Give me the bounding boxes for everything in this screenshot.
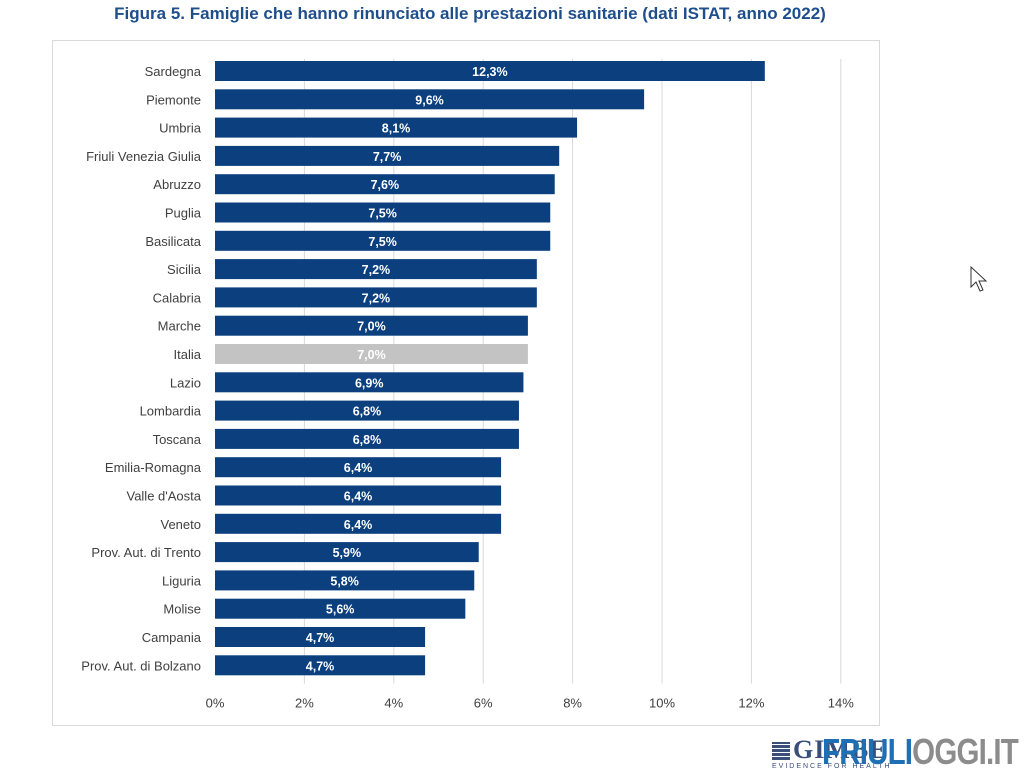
data-label: 7,6% — [371, 178, 400, 192]
data-labels: 12,3% 9,6% 8,1% 7,7% 7,6% 7,5% 7,5% 7,2% 7,2% 7,0… — [306, 65, 508, 673]
x-tick-label: 0% — [206, 696, 225, 711]
x-tick-label: 10% — [649, 696, 675, 711]
category-label: Puglia — [165, 206, 202, 221]
bar — [215, 117, 578, 138]
bar — [215, 202, 551, 223]
data-label: 7,5% — [368, 235, 397, 249]
category-label: Sardegna — [145, 64, 202, 79]
data-label: 7,7% — [373, 150, 402, 164]
category-label: Valle d'Aosta — [126, 489, 201, 504]
category-label: Basilicata — [145, 234, 201, 249]
category-label: Lombardia — [140, 404, 202, 419]
category-label: Abruzzo — [153, 177, 201, 192]
watermark-logo: GIMBE EVIDENCE FOR HEALTH FRIULIOGGI.IT — [772, 731, 1022, 773]
data-label: 8,1% — [382, 122, 411, 136]
bar — [215, 174, 555, 195]
category-label: Italia — [174, 347, 202, 362]
category-label: Molise — [163, 602, 201, 617]
chart-frame: Sardegna Piemonte Umbria Friuli Venezia Giu… — [52, 40, 880, 726]
category-label: Veneto — [161, 517, 202, 532]
bar — [215, 61, 765, 81]
data-label: 4,7% — [306, 631, 335, 645]
chart-title: Figura 5. Famiglie che hanno rinunciato … — [114, 4, 826, 23]
x-tick-label: 12% — [738, 696, 764, 711]
category-label: Emilia-Romagna — [105, 460, 202, 475]
bar — [215, 89, 645, 110]
bar — [215, 315, 528, 336]
bar — [215, 598, 466, 619]
bars — [215, 61, 765, 676]
bar — [215, 145, 560, 166]
category-label: Piemonte — [146, 92, 201, 107]
category-labels: Sardegna Piemonte Umbria Friuli Venezia Giu… — [81, 64, 201, 673]
category-label: Marche — [158, 319, 201, 334]
data-label: 9,6% — [415, 93, 444, 107]
data-label: 7,5% — [368, 207, 397, 221]
bar — [215, 485, 502, 506]
bar — [215, 542, 479, 563]
data-label: 7,0% — [357, 320, 386, 334]
gimbe-subtitle: EVIDENCE FOR HEALTH — [772, 763, 892, 770]
data-label: 6,8% — [353, 433, 382, 447]
data-label: 6,4% — [344, 461, 373, 475]
data-label: 7,0% — [357, 348, 386, 362]
bar — [215, 230, 551, 251]
x-tick-label: 14% — [828, 696, 854, 711]
bar — [215, 400, 519, 421]
category-label: Umbria — [159, 121, 202, 136]
x-axis-ticks: 0% 2% 4% 6% 8% 10% 12% 14% — [206, 696, 855, 711]
grid-logo-icon — [772, 742, 790, 760]
data-label: 12,3% — [472, 65, 507, 79]
x-tick-label: 6% — [474, 696, 493, 711]
category-label: Lazio — [170, 375, 201, 390]
bar-chart: Sardegna Piemonte Umbria Friuli Venezia Giu… — [81, 59, 855, 711]
data-label: 5,6% — [326, 603, 355, 617]
data-label: 7,2% — [362, 263, 391, 277]
data-label: 5,9% — [333, 546, 362, 560]
category-label: Toscana — [153, 432, 202, 447]
bar — [215, 570, 475, 591]
gimbe-logo: GIMBE — [772, 735, 888, 765]
data-label: 6,9% — [355, 376, 384, 390]
x-tick-label: 4% — [384, 696, 403, 711]
category-label: Prov. Aut. di Trento — [91, 545, 201, 560]
data-label: 6,8% — [353, 405, 382, 419]
data-label: 6,4% — [344, 490, 373, 504]
category-label: Prov. Aut. di Bolzano — [81, 658, 201, 673]
bar — [215, 428, 519, 449]
friulioggi-logo: FRIULIOGGI.IT — [822, 731, 1019, 772]
bar — [215, 372, 524, 393]
bar — [215, 259, 537, 280]
bar — [215, 627, 426, 647]
data-label: 7,2% — [362, 291, 391, 305]
bar — [215, 457, 502, 478]
category-label: Sicilia — [167, 262, 202, 277]
category-label: Liguria — [162, 573, 202, 588]
bar — [215, 287, 537, 308]
data-label: 5,8% — [330, 574, 359, 588]
category-label: Calabria — [153, 290, 202, 305]
category-label: Campania — [142, 630, 202, 645]
data-label: 4,7% — [306, 659, 335, 673]
x-tick-label: 8% — [563, 696, 582, 711]
category-label: Friuli Venezia Giulia — [86, 149, 202, 164]
mouse-cursor-icon — [970, 266, 988, 292]
bar-highlight — [215, 344, 528, 364]
bar — [215, 513, 502, 534]
bar — [215, 655, 426, 676]
x-tick-label: 2% — [295, 696, 314, 711]
data-label: 6,4% — [344, 518, 373, 532]
